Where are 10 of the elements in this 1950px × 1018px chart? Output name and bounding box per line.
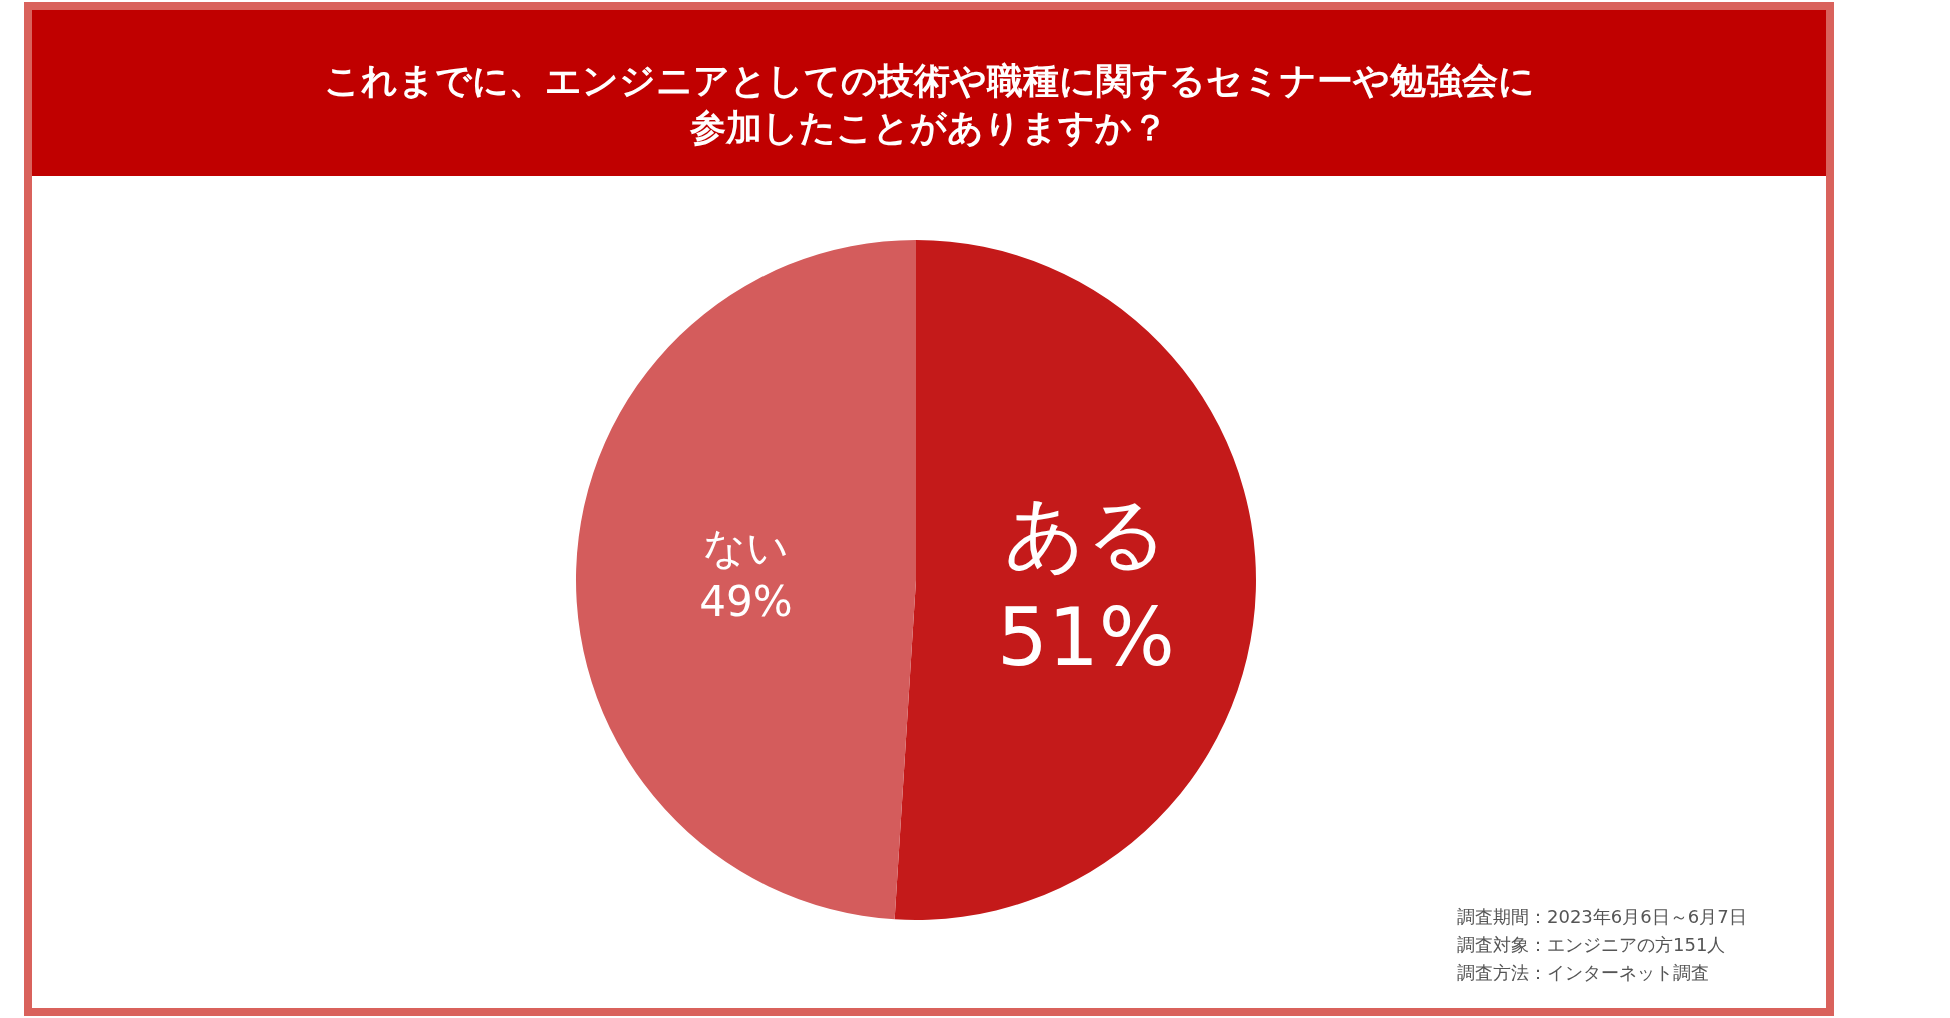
data-label: 49% bbox=[699, 577, 793, 627]
pie-slice bbox=[576, 240, 916, 920]
text: 調査対象：エンジニアの方151人 bbox=[1457, 934, 1726, 955]
pie-slice bbox=[894, 240, 1256, 920]
text: 調査方法：インターネット調査 bbox=[1457, 962, 1709, 983]
data-label: 51% bbox=[997, 590, 1175, 684]
slice-label: ない bbox=[703, 522, 790, 572]
chart-title: これまでに、エンジニアとしての技術や職種に関するセミナーや勉強会に参加したことがありますか？ bbox=[323, 60, 1535, 148]
text: 調査期間：2023年6月6日～6月7日 bbox=[1457, 906, 1747, 927]
slice-label: ある bbox=[1003, 486, 1168, 580]
